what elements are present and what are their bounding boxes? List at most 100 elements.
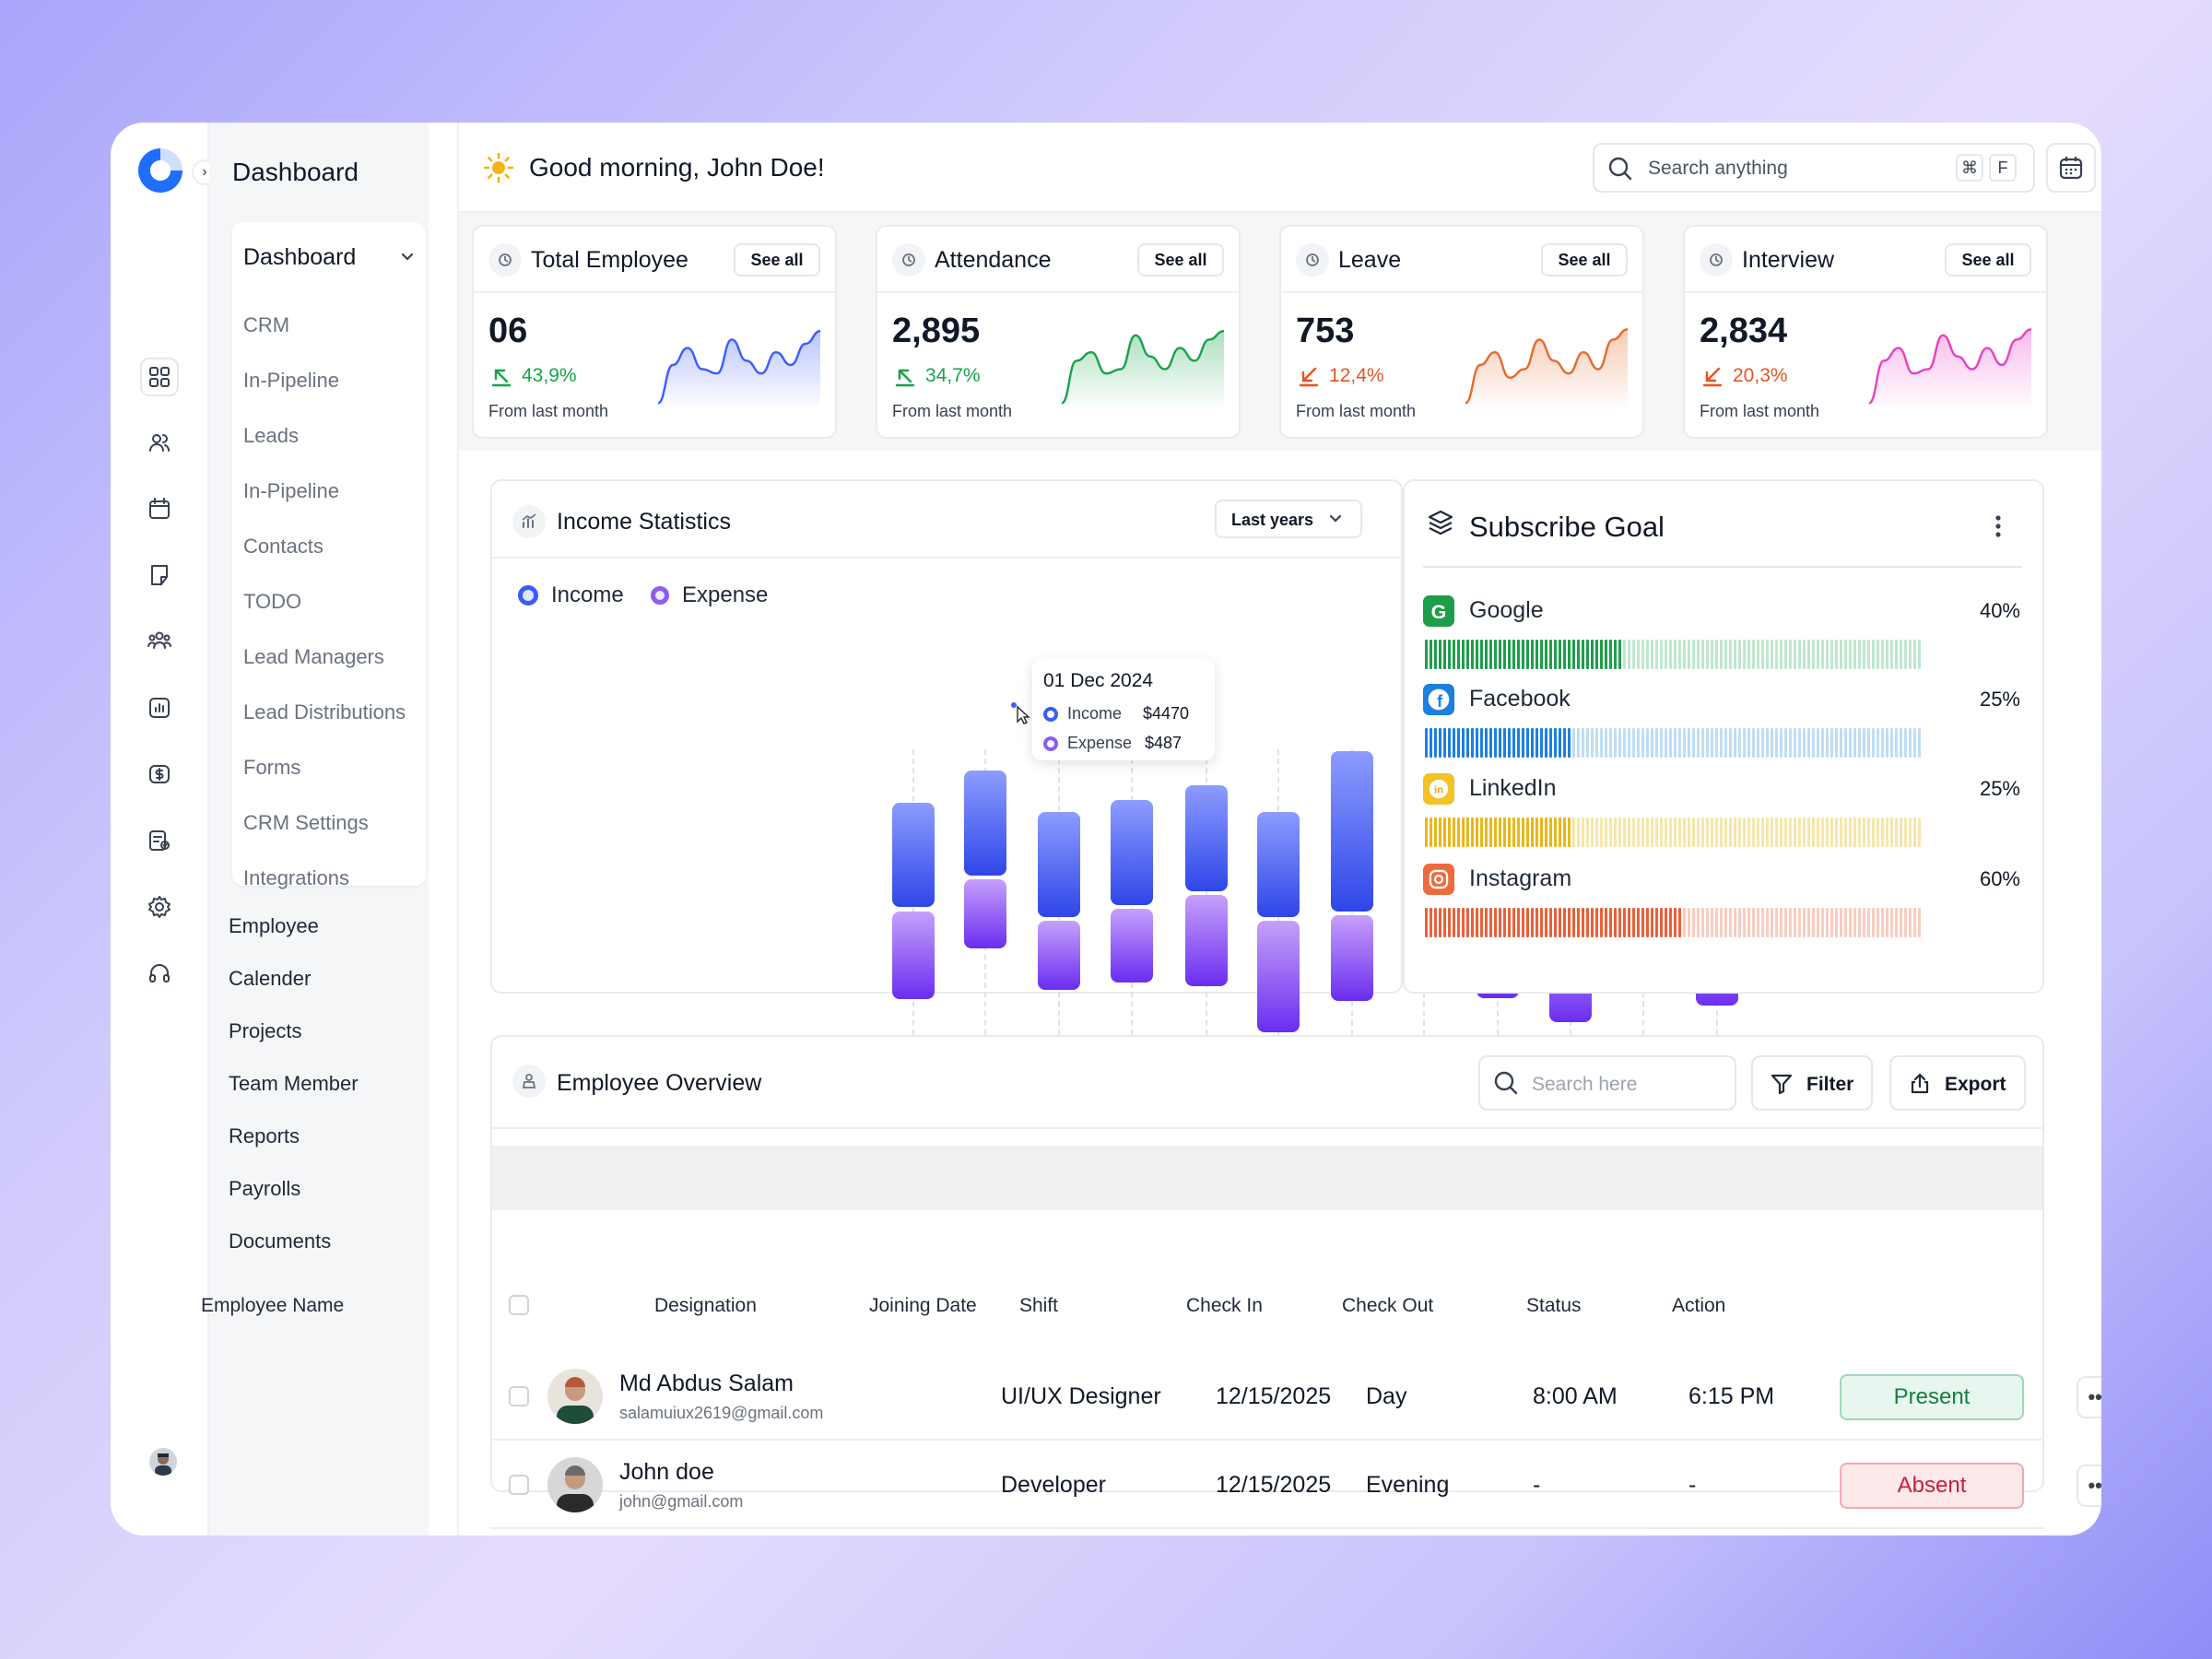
funnel-icon (1770, 1072, 1794, 1100)
submenu-item[interactable]: Lead Distributions (243, 700, 406, 724)
column-header: Check Out (1342, 1295, 1434, 1316)
range-value: Last years (1231, 511, 1314, 529)
expense-bar[interactable] (964, 879, 1006, 948)
submenu-item[interactable]: CRM Settings (243, 811, 369, 834)
goal-percent: 60% (1979, 867, 2020, 890)
submenu-item[interactable]: In-Pipeline (243, 369, 339, 392)
headset-icon[interactable] (140, 954, 179, 993)
submenu-item[interactable]: In-Pipeline (243, 479, 339, 502)
see-all-button[interactable]: See all (1945, 243, 2031, 276)
nav-item[interactable]: Employee (229, 914, 319, 937)
dollar-icon[interactable] (140, 755, 179, 794)
arrow-down-left-icon (1701, 365, 1724, 392)
filter-button[interactable]: Filter (1751, 1055, 1873, 1111)
income-statistics-card: Income Statistics Last years Income Expe… (490, 479, 1403, 994)
stat-title: Attendance (935, 247, 1052, 273)
sticky-note-icon[interactable] (140, 556, 179, 594)
user-avatar[interactable] (149, 1448, 177, 1476)
chevron-down-icon[interactable] (398, 248, 417, 271)
stat-title: Interview (1742, 247, 1835, 273)
icon-rail: › (111, 123, 218, 1535)
svg-text:in: in (1434, 785, 1443, 796)
team-icon[interactable] (140, 621, 179, 660)
nav-item[interactable]: Payrolls (229, 1177, 301, 1200)
overview-search[interactable]: Search here (1478, 1055, 1736, 1111)
submenu-item[interactable]: Lead Managers (243, 645, 384, 668)
grid-icon[interactable] (140, 358, 179, 396)
range-dropdown[interactable]: Last years (1215, 500, 1362, 538)
see-all-button[interactable]: See all (734, 243, 820, 276)
goal-name: Facebook (1469, 686, 1571, 712)
goal-name: Instagram (1469, 865, 1572, 891)
stat-title: Total Employee (531, 247, 688, 273)
chart-icon (512, 505, 546, 538)
expense-bar[interactable] (1111, 909, 1153, 982)
nav-item[interactable]: Documents (229, 1230, 332, 1253)
stat-trend: 43,9% (522, 365, 577, 386)
submenu-item[interactable]: Forms (243, 756, 301, 779)
more-vertical-icon[interactable] (1994, 514, 2002, 543)
tooltip-expense-dot (1043, 736, 1058, 751)
submenu-item[interactable]: CRM (243, 313, 290, 336)
nav-item[interactable]: Team Member (229, 1072, 359, 1095)
check-out: 6:15 PM (1688, 1383, 1775, 1409)
svg-text:G: G (1431, 601, 1447, 623)
menu-section-title[interactable]: Dashboard (243, 244, 357, 270)
divider (1685, 291, 2046, 293)
income-bar[interactable] (1038, 812, 1080, 917)
tooltip-income-dot (1043, 707, 1058, 722)
column-header: Joining Date (869, 1295, 977, 1316)
gear-icon[interactable] (140, 888, 179, 926)
calendar-icon[interactable] (140, 489, 179, 528)
checklist-icon[interactable] (140, 821, 179, 860)
calendar-button[interactable] (2046, 143, 2096, 193)
legend-expense-dot (651, 586, 669, 605)
income-bar[interactable] (892, 803, 935, 907)
income-bar[interactable] (964, 771, 1006, 876)
svg-text:f: f (1437, 692, 1443, 711)
export-button[interactable]: Export (1889, 1055, 2026, 1111)
more-actions-button[interactable]: ••• (2077, 1465, 2101, 1507)
submenu-item[interactable]: TODO (243, 590, 302, 613)
income-bar[interactable] (1111, 800, 1153, 905)
income-bar[interactable] (1185, 785, 1228, 891)
main-content: Good morning, John Doe! Search anything … (201, 123, 2101, 1535)
more-actions-button[interactable]: ••• (2077, 1376, 2101, 1418)
nav-item[interactable]: Reports (229, 1124, 300, 1147)
submenu-item[interactable]: Leads (243, 424, 299, 447)
user-check-icon (1700, 243, 1733, 276)
expense-bar[interactable] (1257, 921, 1300, 1032)
stat-subtitle: From last month (1296, 402, 1417, 420)
table-row[interactable] (492, 1533, 2042, 1535)
stat-trend: 12,4% (1329, 365, 1384, 386)
submenu-item[interactable]: Contacts (243, 535, 324, 558)
expense-bar[interactable] (1185, 895, 1228, 986)
expense-bar[interactable] (1331, 915, 1373, 1001)
chart-icon[interactable] (140, 688, 179, 727)
overview-title: Employee Overview (557, 1070, 762, 1096)
table-header-row (492, 1146, 2042, 1210)
tooltip-expense-value: $487 (1145, 734, 1182, 752)
submenu-item[interactable]: Integrations (243, 866, 349, 889)
designation: Developer (1001, 1472, 1106, 1498)
users-icon[interactable] (140, 423, 179, 462)
legend-income: Income (518, 582, 624, 608)
row-checkbox[interactable] (509, 1475, 529, 1495)
income-bar[interactable] (1257, 812, 1300, 917)
expense-bar[interactable] (1038, 921, 1080, 990)
expense-bar[interactable] (892, 912, 935, 999)
row-divider (490, 1439, 2044, 1441)
nav-item[interactable]: Projects (229, 1019, 302, 1042)
column-header: Status (1526, 1295, 1582, 1316)
global-search[interactable]: Search anything ⌘ F (1593, 143, 2035, 193)
income-bar[interactable] (1331, 751, 1373, 912)
subscribe-goal-card: Subscribe Goal G Google 40% f Facebook 25% in L… (1403, 479, 2044, 994)
goal-progress-bar (1425, 908, 1921, 937)
sun-icon (483, 152, 514, 188)
see-all-button[interactable]: See all (1137, 243, 1224, 276)
see-all-button[interactable]: See all (1541, 243, 1628, 276)
stat-trend: 20,3% (1733, 365, 1788, 386)
row-checkbox[interactable] (509, 1386, 529, 1406)
nav-item[interactable]: Calender (229, 967, 312, 990)
select-all-checkbox[interactable] (509, 1295, 529, 1315)
